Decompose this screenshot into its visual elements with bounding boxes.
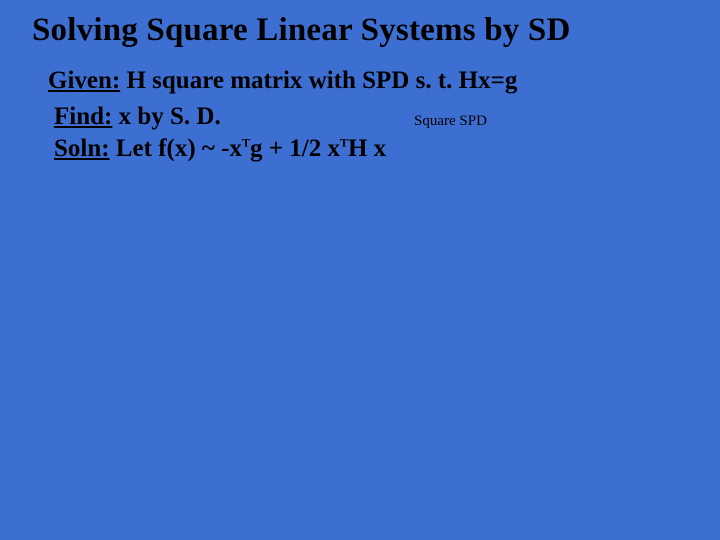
soln-line: Soln: Let f(x) ~ -xTg + 1/2 xTH x xyxy=(54,135,692,163)
soln-sup2: T xyxy=(340,136,348,150)
find-text: x by S. D. xyxy=(112,103,220,130)
soln-prefix: Let f(x) ~ -x xyxy=(110,135,242,162)
soln-label: Soln: xyxy=(54,135,110,162)
find-line: Find: x by S. D. Square SPD xyxy=(54,103,692,131)
given-line: Given: H square matrix with SPD s. t. Hx… xyxy=(48,67,692,95)
given-label: Given: xyxy=(48,67,120,94)
soln-suffix: H x xyxy=(348,135,386,162)
soln-sup1: T xyxy=(242,136,250,150)
find-label: Find: xyxy=(54,103,112,130)
square-spd-note: Square SPD xyxy=(414,113,487,130)
slide-title: Solving Square Linear Systems by SD xyxy=(32,12,692,49)
soln-mid: g + 1/2 x xyxy=(250,135,340,162)
given-text: H square matrix with SPD s. t. Hx=g xyxy=(120,67,517,94)
slide: Solving Square Linear Systems by SD Give… xyxy=(0,0,720,163)
